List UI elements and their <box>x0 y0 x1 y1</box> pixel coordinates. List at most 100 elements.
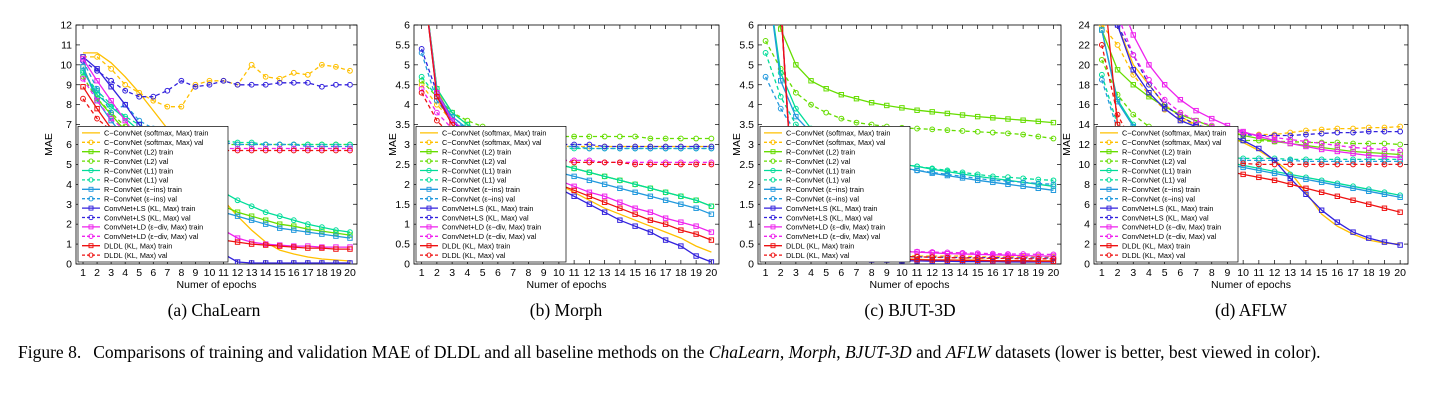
panel-1-data-point <box>318 83 325 90</box>
panel-1-data-point <box>305 229 311 235</box>
panel-3-legend-label: R−ConvNet (L1) train <box>786 166 855 175</box>
panel-4-data-point <box>1318 126 1325 133</box>
panel-2-legend: C−ConvNet (softmax, Max) trainC−ConvNet … <box>415 126 567 263</box>
panel-1-data-point <box>108 97 114 104</box>
panel-4-data-point <box>1193 117 1199 124</box>
panel-1-legend-marker <box>88 186 94 192</box>
panel-3-data-point <box>1050 135 1057 142</box>
panel-3-data-point <box>808 101 814 108</box>
panel-4-legend-marker <box>1106 186 1112 192</box>
panel-3-data-point <box>1035 255 1042 262</box>
panel-2-xlabel: Numer of epochs <box>527 279 607 291</box>
panel-1-ytick-label: 2 <box>66 219 72 231</box>
panel-4-data-point <box>1381 146 1388 153</box>
panel-2-data-point <box>418 46 425 52</box>
panel-3-data-point <box>838 115 845 122</box>
panel-4-data-point <box>1255 161 1262 168</box>
panel-1-xtick-label: 8 <box>178 267 184 279</box>
panel-3-data-point <box>792 105 799 112</box>
panel-2-data-point <box>677 145 684 152</box>
panel-2-legend-marker <box>426 252 432 258</box>
panel-3-data-point <box>1005 174 1011 181</box>
panel-3-data-point <box>1050 187 1057 194</box>
panel-1-ytick-label: 3 <box>66 199 72 211</box>
panel-2-xtick-label: 15 <box>629 267 641 279</box>
panel-4-data-point <box>1240 160 1247 167</box>
caption-dataset-aflw: AFLW <box>945 342 991 362</box>
panel-2-xtick-label: 14 <box>614 267 626 279</box>
panel-3-data-point <box>989 255 996 262</box>
panel-1-data-point <box>262 81 269 88</box>
panel-1-ytick-label: 10 <box>60 59 72 71</box>
panel-4-legend-marker <box>1106 224 1112 230</box>
panel-1-data-point <box>291 244 297 250</box>
panel-3-ytick-label: 5 <box>748 59 754 71</box>
panel-4-data-point <box>1318 130 1325 137</box>
panel-1-data-point <box>178 77 185 84</box>
panel-2-data-point <box>693 197 700 204</box>
panel-1-data-point <box>347 260 353 264</box>
panel-1-xtick-label: 6 <box>150 267 156 279</box>
panel-1-xtick-label: 17 <box>302 267 314 279</box>
panel-2-data-point <box>677 159 684 166</box>
panel-4-xtick-label: 13 <box>1284 267 1296 279</box>
panel-1-data-point <box>319 231 325 237</box>
panel-4-data-point <box>1287 175 1293 182</box>
panel-2-legend-marker <box>426 158 432 164</box>
panel-2-legend-marker <box>426 205 432 211</box>
panel-2-legend-marker <box>426 177 432 183</box>
panel-3-data-point <box>853 95 860 102</box>
caption-dataset-morph: Morph <box>788 342 837 362</box>
panel-1-data-point <box>291 227 297 233</box>
panel-1-data-point <box>80 56 86 62</box>
caption-label: Figure 8. <box>18 342 82 362</box>
panel-2-data-point <box>693 135 700 142</box>
panel-4-data-point <box>1366 149 1372 156</box>
panel-4-xlabel: Numer of epochs <box>1211 279 1291 291</box>
panel-3-ytick-label: 4 <box>748 99 754 111</box>
panel-1-data-point <box>108 65 115 72</box>
panel-1-data-point <box>305 245 311 251</box>
caption-sep-1: , <box>779 342 789 362</box>
panel-3-data-point <box>929 126 936 133</box>
panel-1-data-point <box>262 209 269 216</box>
panel-2-data-point <box>601 209 608 215</box>
panel-2-legend-marker <box>426 186 432 192</box>
panel-3-xtick-label: 18 <box>1017 267 1029 279</box>
panel-4-data-point <box>1381 140 1388 147</box>
panel-2-xtick-label: 17 <box>660 267 672 279</box>
panel-1-ytick-label: 5 <box>66 159 72 171</box>
panel-1-data-point <box>94 115 100 122</box>
panel-4-xtick-label: 7 <box>1193 267 1199 279</box>
panel-3-data-point <box>1005 130 1011 137</box>
panel-3-xtick-label: 10 <box>896 267 908 279</box>
panel-4-data-point <box>1098 42 1105 48</box>
panel-4-data-point <box>1303 176 1309 183</box>
panel-4-data-point <box>1334 161 1341 168</box>
panel-1-data-point <box>290 79 297 86</box>
panel-4-data-point <box>1381 205 1388 211</box>
panel-4-data-point <box>1365 124 1372 131</box>
panel-3-legend-marker <box>770 205 776 211</box>
panel-2-legend-label: C−ConvNet (softmax, Max) val <box>442 138 542 147</box>
panel-2-data-point <box>601 199 608 205</box>
panel-2-data-point <box>617 199 623 205</box>
panel-1-data-point <box>276 79 283 86</box>
panel-2-xtick-label: 11 <box>569 267 580 279</box>
panel-2-data-point <box>662 135 669 142</box>
panel-1-data-point <box>94 97 100 104</box>
panel-2-ytick-label: 6 <box>404 20 410 32</box>
panel-4-data-point <box>1397 161 1404 168</box>
panel-1-legend-marker <box>88 167 94 174</box>
panel-2-data-point <box>693 145 700 152</box>
panel-2-data-point <box>632 133 639 140</box>
panel-3-data-point <box>914 253 920 260</box>
panel-2-data-point <box>616 159 623 166</box>
panel-3-data-point <box>777 105 784 112</box>
panel-4-data-point <box>1350 229 1356 235</box>
panel-2-data-point <box>647 193 654 199</box>
panel-1-data-point <box>262 73 269 80</box>
panel-2-data-point <box>586 193 593 199</box>
caption-dataset-chalearn: ChaLearn <box>708 342 780 362</box>
panel-4-xtick-label: 1 <box>1099 267 1105 279</box>
